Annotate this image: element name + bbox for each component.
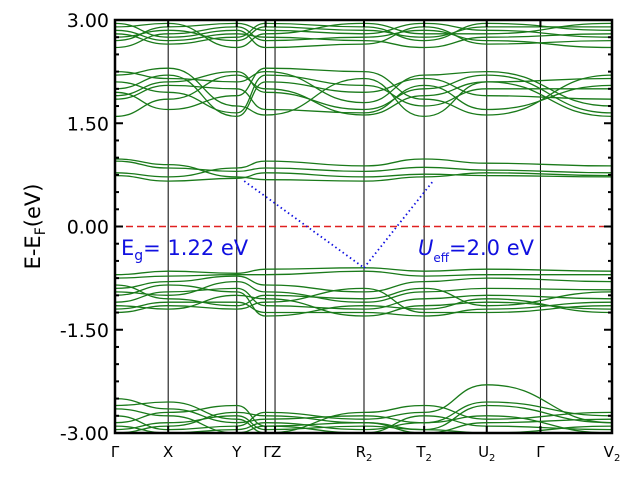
band-line xyxy=(114,70,613,114)
x-tick-label-main: X xyxy=(163,443,173,461)
y-axis-label: E-EF(eV) xyxy=(21,184,49,270)
band-line xyxy=(114,384,613,431)
x-tick-label-main: Z xyxy=(271,443,281,461)
x-tick-label-main: Γ xyxy=(263,443,272,461)
x-tick-label-main: T xyxy=(415,443,426,461)
y-tick-label: -3.00 xyxy=(60,423,109,445)
x-tick-label-main: U xyxy=(478,443,489,461)
band-line xyxy=(114,284,613,307)
x-tick-label: X xyxy=(163,443,173,461)
x-tick-label: R2 xyxy=(356,443,373,464)
band-line xyxy=(114,301,613,317)
x-tick-label: U2 xyxy=(478,443,495,464)
gap-annotation-value: = 1.22 eV xyxy=(143,236,249,260)
band-line xyxy=(114,267,613,276)
x-tick-label-main: Γ xyxy=(536,443,545,461)
band-line xyxy=(114,74,612,114)
gap-annotation-sub: g xyxy=(134,248,143,264)
gap-annotation: Eg= 1.22 eV xyxy=(121,236,249,264)
x-tick-label-main: R xyxy=(356,443,366,461)
x-tick-label: Γ xyxy=(111,443,120,461)
band-line xyxy=(114,270,612,279)
band-line xyxy=(114,22,613,49)
text-layer: 3.001.500.00-1.50-3.00Γ X Y Γ Z R2 T2 U2 Γ V2E-EF… xyxy=(21,10,620,464)
band-line xyxy=(114,67,613,116)
x-tick-label-main: Y xyxy=(231,443,242,461)
x-tick-label: Y xyxy=(231,443,242,461)
band-line xyxy=(114,160,613,174)
x-tick-label-main: V xyxy=(604,443,615,461)
gap-indicator-left xyxy=(243,180,365,269)
x-tick-label-sub: 2 xyxy=(614,453,620,464)
x-tick-label-sub: 2 xyxy=(366,453,372,464)
ueff-annotation-value: =2.0 eV xyxy=(449,236,535,260)
band-line xyxy=(114,22,613,49)
x-tick-label: Γ xyxy=(263,443,272,461)
bands-layer xyxy=(114,22,613,434)
band-line xyxy=(114,172,613,182)
gap-annotation-symbol: E xyxy=(121,236,134,260)
y-tick-label: 0.00 xyxy=(67,217,109,239)
band-line xyxy=(114,401,613,434)
y-axis-label-suffix: (eV) xyxy=(21,184,45,228)
band-line xyxy=(114,284,613,317)
band-line xyxy=(114,84,613,114)
x-tick-label: Γ xyxy=(536,443,545,461)
band-line xyxy=(114,404,613,434)
x-tick-label-sub: 2 xyxy=(489,453,495,464)
band-line xyxy=(114,158,613,182)
ueff-annotation-sub: eff xyxy=(433,251,449,265)
y-tick-label: 1.50 xyxy=(67,113,109,135)
gap-indicator-right xyxy=(363,180,434,269)
ueff-annotation: Ueff=2.0 eV xyxy=(418,236,535,265)
band-line xyxy=(114,70,613,107)
band-line xyxy=(114,158,613,178)
x-tick-label-sub: 2 xyxy=(426,453,432,464)
y-tick-label: -1.50 xyxy=(60,320,109,342)
x-tick-label: T2 xyxy=(415,443,432,464)
band-line xyxy=(114,29,613,49)
x-tick-label: Z xyxy=(271,443,281,461)
band-line xyxy=(114,411,613,434)
x-tick-label-main: Γ xyxy=(111,443,120,461)
x-tick-label: V2 xyxy=(604,443,621,464)
y-axis-label-main: E-E xyxy=(21,235,45,269)
ticks-layer xyxy=(114,19,613,434)
band-line xyxy=(114,26,613,49)
ueff-annotation-symbol: U xyxy=(418,236,433,260)
band-line xyxy=(114,287,613,310)
band-line xyxy=(114,67,613,118)
y-tick-label: 3.00 xyxy=(67,10,109,32)
gap-layer xyxy=(243,180,434,269)
band-line xyxy=(114,287,613,314)
band-line xyxy=(114,280,613,303)
y-axis-label-sub: F xyxy=(33,227,49,235)
band-line xyxy=(114,22,613,42)
